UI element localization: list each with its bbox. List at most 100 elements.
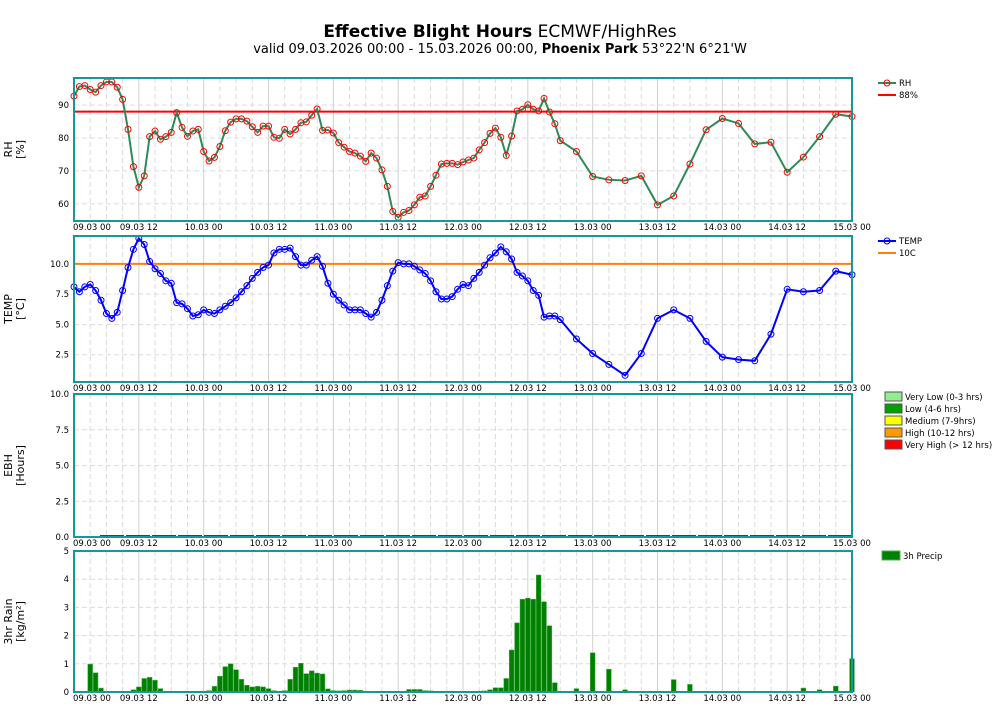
data-point <box>97 296 105 304</box>
data-point <box>340 143 348 151</box>
data-point <box>227 299 235 307</box>
data-point <box>589 350 597 358</box>
legend-marker <box>883 79 891 87</box>
data-point <box>97 82 105 90</box>
data-point <box>362 157 370 165</box>
x-tick-label: 14.03 12 <box>768 539 806 549</box>
legend-label: Low (4-6 hrs) <box>905 405 961 415</box>
x-tick-label: 12.03 12 <box>509 223 547 233</box>
data-point <box>205 157 213 165</box>
x-tick-label: 11.03 12 <box>379 539 417 549</box>
rain-bar <box>87 663 93 693</box>
data-point <box>113 308 121 316</box>
data-point <box>437 295 445 303</box>
data-point <box>178 123 186 131</box>
y-tick-label: 10.0 <box>50 260 69 270</box>
rain-bar <box>146 677 153 693</box>
x-tick-label: 12.03 00 <box>444 539 482 549</box>
data-point <box>410 201 418 209</box>
data-point <box>259 122 267 130</box>
data-point <box>183 132 191 140</box>
x-tick-label: 09.03 12 <box>120 694 158 704</box>
data-point <box>502 151 510 159</box>
data-point <box>524 101 532 109</box>
x-tick-label: 13.03 00 <box>574 694 612 704</box>
data-point <box>313 105 321 113</box>
data-point <box>497 133 505 141</box>
legend-swatch <box>884 391 903 402</box>
chart-title-bold: Effective Blight Hours <box>323 22 532 42</box>
x-tick-label: 11.03 00 <box>314 384 352 394</box>
data-point <box>437 160 445 168</box>
legend-swatch <box>881 550 901 561</box>
data-point <box>86 280 94 288</box>
data-point <box>167 128 175 136</box>
data-point <box>421 192 429 200</box>
legend-label: 3h Precip <box>903 552 942 562</box>
data-point <box>265 122 272 130</box>
rain-bar <box>303 673 309 693</box>
data-point <box>767 330 775 338</box>
data-point <box>486 129 494 137</box>
data-point <box>162 133 170 141</box>
data-point <box>308 111 316 119</box>
data-point <box>319 126 327 134</box>
data-point <box>432 171 440 179</box>
y-axis-label: 3hr Rain[kg/m²] <box>2 598 27 644</box>
data-point <box>816 133 824 141</box>
data-point <box>124 125 132 133</box>
data-point <box>832 267 840 275</box>
y-tick-label: 1 <box>64 660 69 670</box>
x-tick-label: 12.03 12 <box>509 384 547 394</box>
data-point <box>448 293 456 301</box>
legend-label: Very High (> 12 hrs) <box>905 441 992 451</box>
data-point <box>718 353 726 361</box>
data-point <box>254 268 262 276</box>
panel-1: 2.5 5.0 7.5 10.0 09.03 00 09.03 12 10.03 00 10.… <box>2 234 922 394</box>
data-point <box>481 139 489 147</box>
subtitle-location: Phoenix Park <box>542 42 639 57</box>
data-point <box>216 143 224 151</box>
y-axis-label-unit: [°C] <box>14 298 27 320</box>
x-tick-label: 10.03 12 <box>250 223 288 233</box>
data-point <box>243 117 251 125</box>
y-tick-label: 80 <box>58 134 69 144</box>
data-point <box>351 149 359 157</box>
data-point <box>535 291 543 299</box>
data-point <box>524 277 532 285</box>
data-point <box>767 138 775 146</box>
rain-bar <box>244 684 250 693</box>
x-tick-label: 11.03 00 <box>314 694 352 704</box>
data-point <box>302 261 310 269</box>
data-point <box>545 108 553 116</box>
x-tick-label: 11.03 12 <box>379 223 417 233</box>
x-tick-label: 12.03 12 <box>509 694 547 704</box>
rain-bar <box>314 672 320 693</box>
rain-bar <box>519 598 526 693</box>
data-point <box>491 124 499 132</box>
data-point <box>373 308 381 316</box>
x-tick-label: 10.03 12 <box>250 694 288 704</box>
data-point <box>210 153 218 161</box>
rain-bar <box>525 597 531 693</box>
rain-bar <box>217 675 223 693</box>
data-point <box>178 300 186 308</box>
rain-bar <box>292 666 299 693</box>
data-point <box>751 140 759 148</box>
legend-swatch <box>884 439 903 450</box>
legend-label: Very Low (0-3 hrs) <box>905 393 983 403</box>
legend-marker <box>883 237 891 245</box>
rain-bar <box>590 652 596 693</box>
data-point <box>367 149 375 157</box>
data-point <box>329 129 337 137</box>
data-point <box>173 109 181 117</box>
rain-bar <box>687 684 693 693</box>
y-axis-label: TEMP[°C] <box>2 294 27 325</box>
rain-bar <box>233 669 239 693</box>
y-axis-label-name: TEMP <box>2 294 15 325</box>
data-point <box>335 296 343 304</box>
series-line <box>73 236 853 377</box>
rain-bar <box>514 622 520 693</box>
data-point <box>799 153 807 161</box>
